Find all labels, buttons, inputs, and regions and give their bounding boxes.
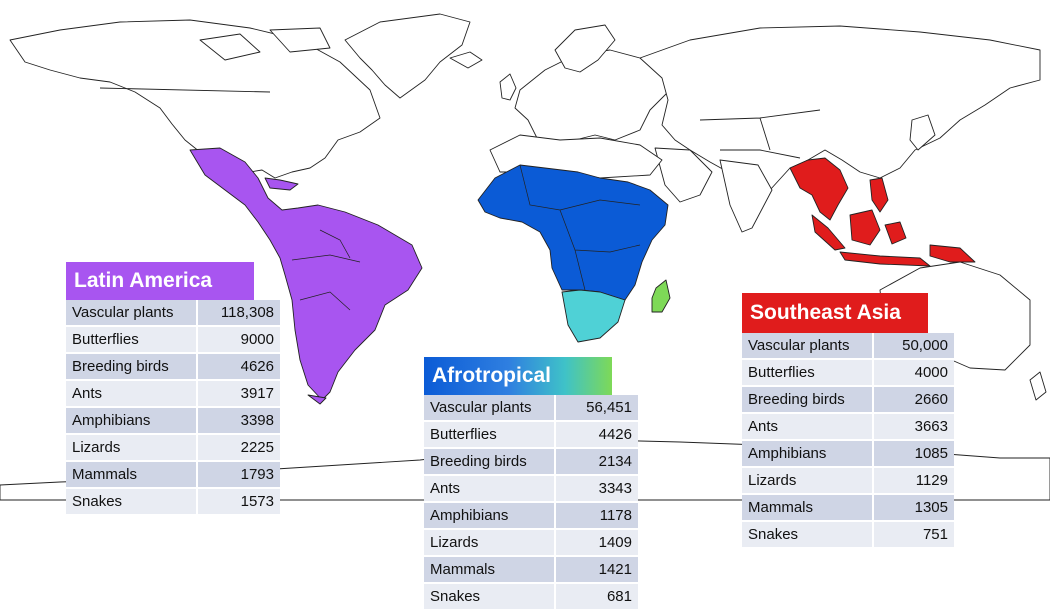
species-count: 50,000 [872, 333, 954, 360]
table-row: Amphibians 1085 [742, 441, 954, 468]
taxon-label: Mammals [424, 557, 554, 584]
southeast-asia-table: Vascular plants 50,000 Butterflies 4000 Bree… [742, 333, 954, 549]
table-row: Vascular plants 118,308 [66, 300, 280, 327]
scandinavia [554, 24, 616, 73]
taxon-label: Ants [424, 476, 554, 503]
taxon-label: Vascular plants [66, 300, 196, 327]
india [719, 159, 773, 233]
taxon-label: Butterflies [742, 360, 872, 387]
new-zealand [1029, 371, 1047, 401]
table-row: Vascular plants 56,451 [424, 395, 638, 422]
taxon-label: Snakes [424, 584, 554, 611]
table-row: Snakes 751 [742, 522, 954, 549]
species-count: 1129 [872, 468, 954, 495]
taxon-label: Lizards [424, 530, 554, 557]
southeast-asia-region [789, 157, 976, 267]
species-count: 1793 [196, 462, 280, 489]
japan [909, 114, 936, 151]
canadian-islands [199, 27, 331, 61]
taxon-label: Lizards [742, 468, 872, 495]
species-count: 3917 [196, 381, 280, 408]
table-row: Ants 3663 [742, 414, 954, 441]
taxon-label: Ants [742, 414, 872, 441]
taxon-label: Breeding birds [66, 354, 196, 381]
species-count: 3663 [872, 414, 954, 441]
species-count: 751 [872, 522, 954, 549]
southeast-asia-title: Southeast Asia [742, 293, 928, 333]
table-row: Lizards 1129 [742, 468, 954, 495]
southeast-asia-panel: Southeast Asia Vascular plants 50,000 Butt… [742, 293, 954, 549]
species-count: 681 [554, 584, 638, 611]
taxon-label: Mammals [66, 462, 196, 489]
table-row: Amphibians 3398 [66, 408, 280, 435]
table-row: Breeding birds 4626 [66, 354, 280, 381]
table-row: Ants 3343 [424, 476, 638, 503]
species-count: 1573 [196, 489, 280, 516]
taxon-label: Snakes [742, 522, 872, 549]
afrotropical-title: Afrotropical [424, 357, 612, 395]
taxon-label: Ants [66, 381, 196, 408]
species-count: 1421 [554, 557, 638, 584]
taxon-label: Amphibians [66, 408, 196, 435]
table-row: Ants 3917 [66, 381, 280, 408]
table-row: Mammals 1421 [424, 557, 638, 584]
taxon-label: Mammals [742, 495, 872, 522]
species-count: 1085 [872, 441, 954, 468]
table-row: Butterflies 9000 [66, 327, 280, 354]
taxon-label: Lizards [66, 435, 196, 462]
species-count: 1305 [872, 495, 954, 522]
canada-border [99, 87, 271, 93]
table-row: Snakes 1573 [66, 489, 280, 516]
species-count: 1178 [554, 503, 638, 530]
latin-america-region [189, 147, 423, 405]
species-count: 9000 [196, 327, 280, 354]
species-count: 2225 [196, 435, 280, 462]
iceland [449, 51, 483, 69]
species-count: 118,308 [196, 300, 280, 327]
latin-america-title: Latin America [66, 262, 254, 300]
taxon-label: Amphibians [424, 503, 554, 530]
afrotropical-region [477, 164, 671, 343]
latin-america-borders [291, 229, 361, 311]
taxon-label: Breeding birds [424, 449, 554, 476]
latin-america-table: Vascular plants 118,308 Butterflies 9000 Bre… [66, 300, 280, 516]
table-row: Lizards 1409 [424, 530, 638, 557]
species-count: 2134 [554, 449, 638, 476]
greenland-landmass [344, 13, 471, 99]
species-count: 3343 [554, 476, 638, 503]
taxon-label: Amphibians [742, 441, 872, 468]
table-row: Amphibians 1178 [424, 503, 638, 530]
afrotropical-borders [519, 164, 641, 291]
species-count: 56,451 [554, 395, 638, 422]
species-count: 3398 [196, 408, 280, 435]
species-count: 4626 [196, 354, 280, 381]
uk [499, 73, 517, 101]
afrotropical-panel: Afrotropical Vascular plants 56,451 Butter… [424, 357, 638, 611]
table-row: Breeding birds 2134 [424, 449, 638, 476]
table-row: Vascular plants 50,000 [742, 333, 954, 360]
taxon-label: Snakes [66, 489, 196, 516]
taxon-label: Vascular plants [424, 395, 554, 422]
table-row: Snakes 681 [424, 584, 638, 611]
species-count: 1409 [554, 530, 638, 557]
species-count: 2660 [872, 387, 954, 414]
taxon-label: Butterflies [66, 327, 196, 354]
table-row: Butterflies 4426 [424, 422, 638, 449]
species-count: 4426 [554, 422, 638, 449]
table-row: Mammals 1793 [66, 462, 280, 489]
species-count: 4000 [872, 360, 954, 387]
afrotropical-table: Vascular plants 56,451 Butterflies 4426 Bree… [424, 395, 638, 611]
table-row: Mammals 1305 [742, 495, 954, 522]
asia-borders [699, 109, 821, 159]
taxon-label: Vascular plants [742, 333, 872, 360]
taxon-label: Breeding birds [742, 387, 872, 414]
table-row: Lizards 2225 [66, 435, 280, 462]
latin-america-panel: Latin America Vascular plants 118,308 Butt… [66, 262, 280, 516]
table-row: Breeding birds 2660 [742, 387, 954, 414]
arabian-peninsula [654, 147, 713, 203]
table-row: Butterflies 4000 [742, 360, 954, 387]
taxon-label: Butterflies [424, 422, 554, 449]
